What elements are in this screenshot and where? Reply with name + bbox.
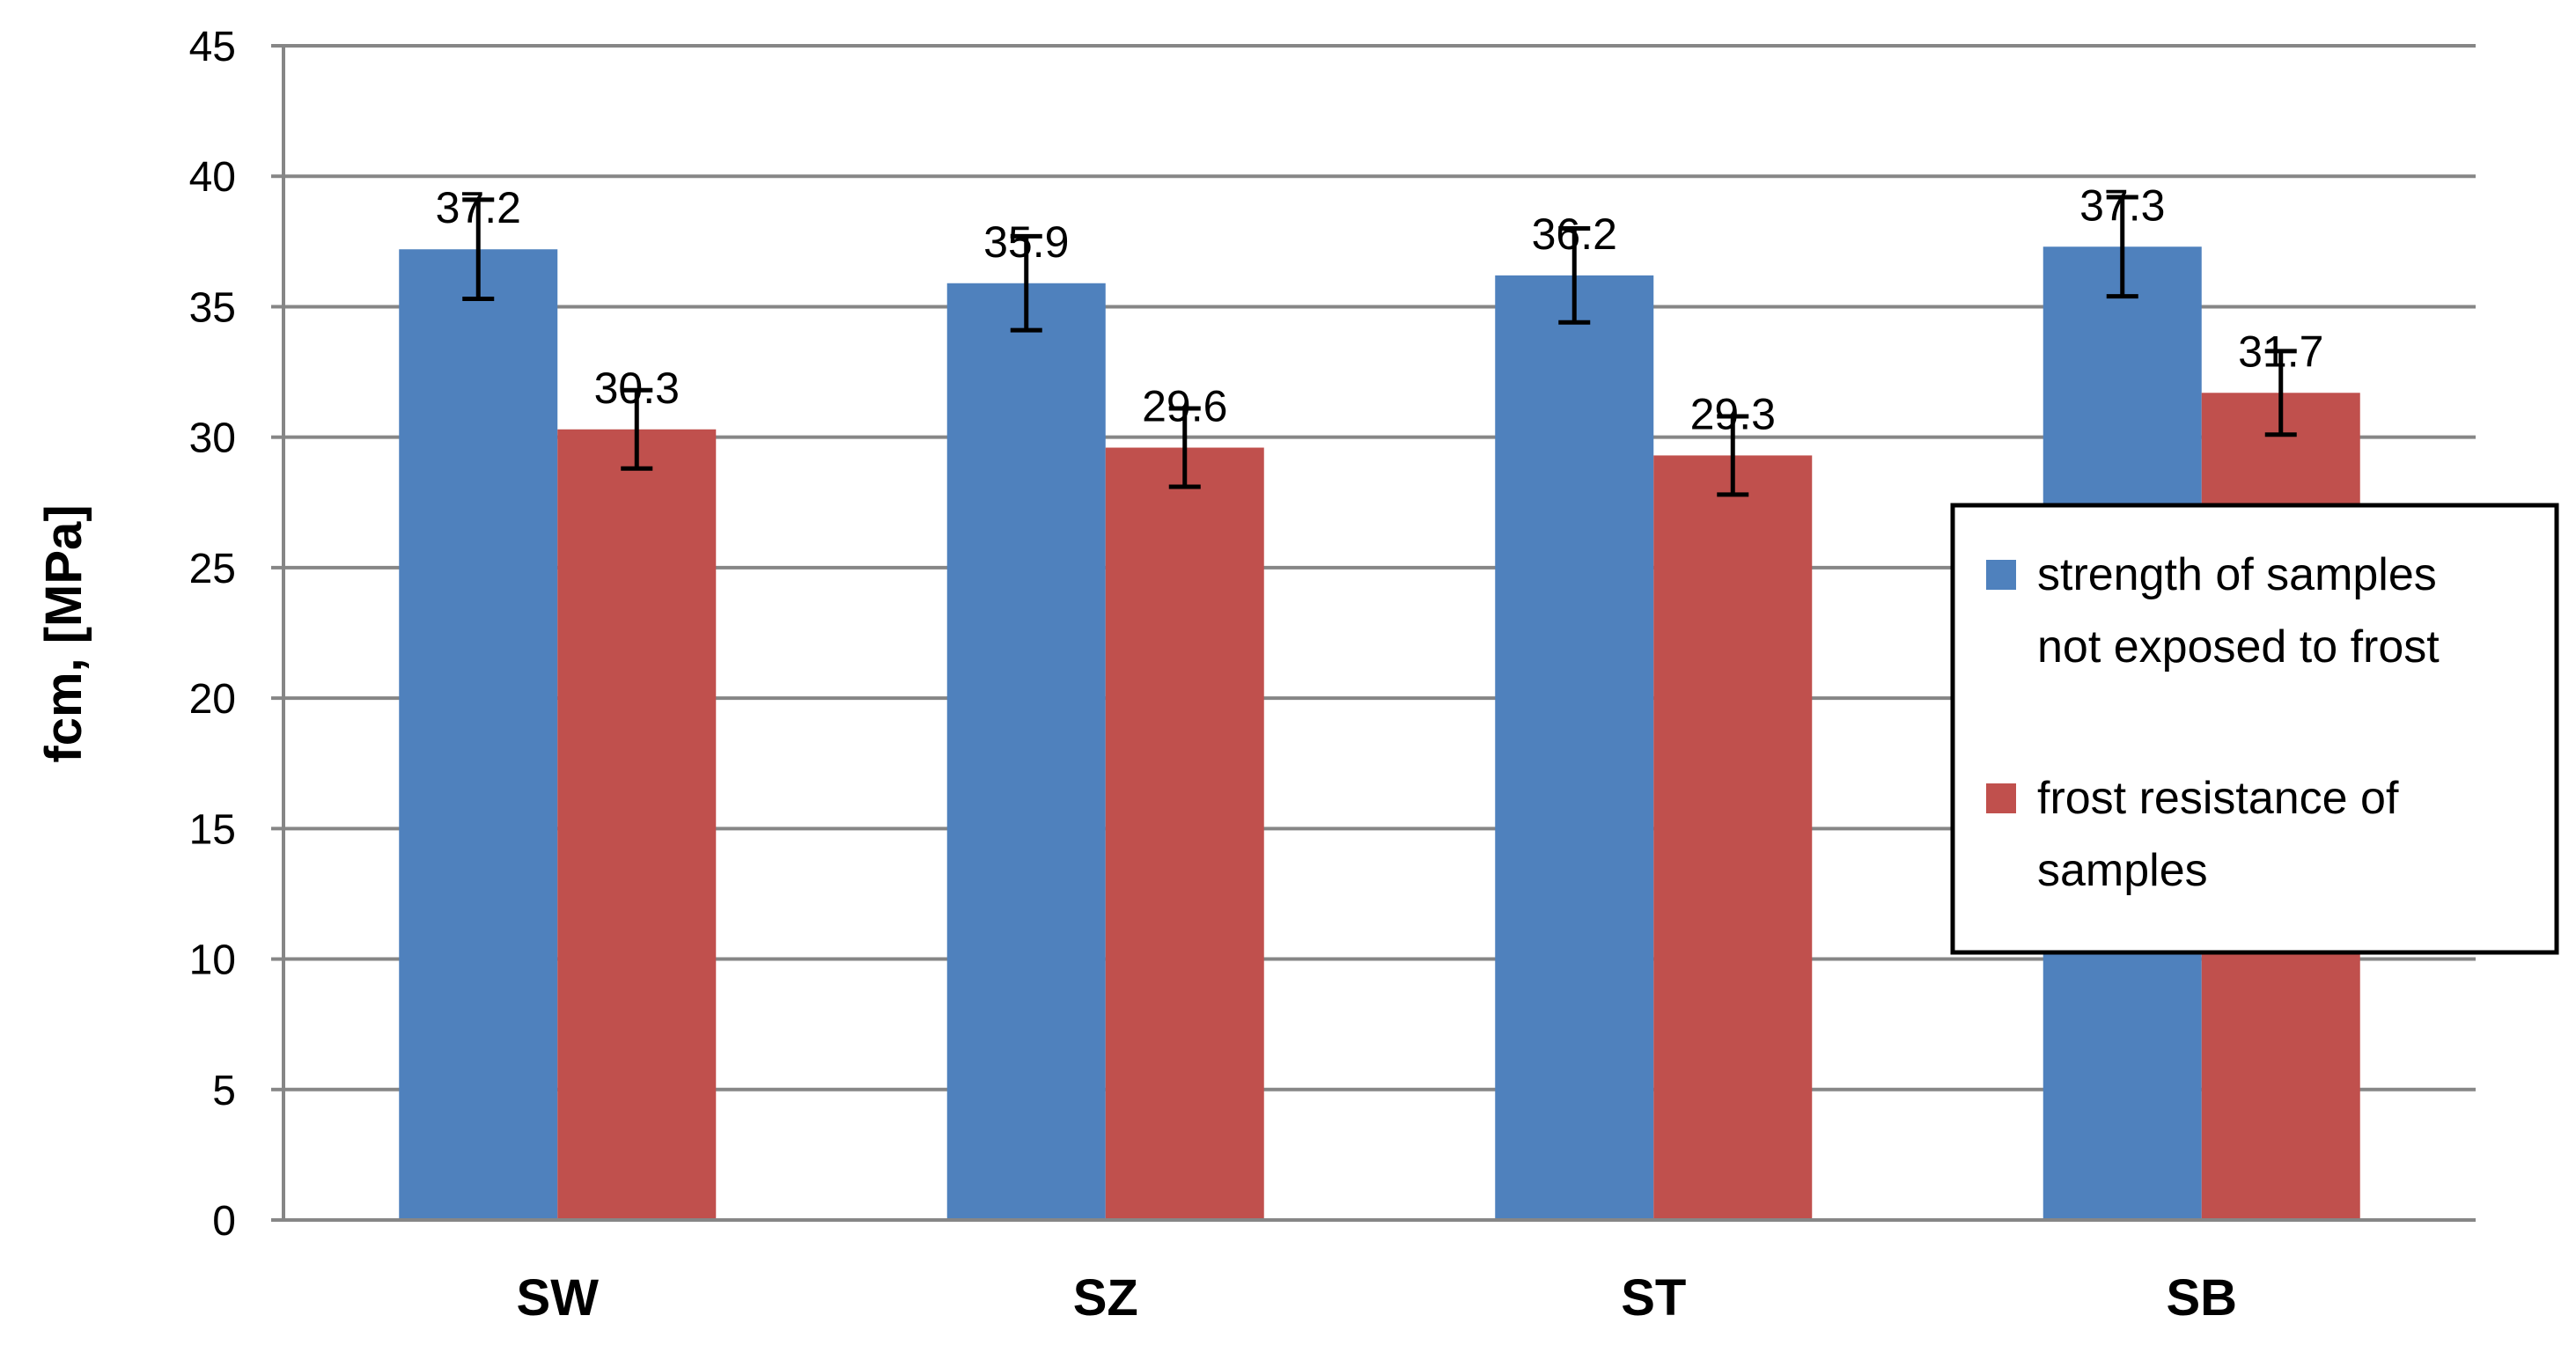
error-bars [462,195,2297,497]
y-axis-tick-labels: 0 5 10 15 20 25 30 35 40 45 [189,24,236,1245]
bar [399,249,558,1220]
data-label: 36.2 [1532,209,1617,259]
legend-swatch [1986,783,2016,813]
data-label: 35.9 [983,217,1069,267]
data-label: 31.7 [2238,327,2323,376]
y-tick-label: 10 [189,937,236,984]
y-tick-label: 0 [212,1198,236,1245]
legend-label: not exposed to frost [2037,621,2440,672]
bar [1105,447,1264,1221]
legend-label: frost resistance of [2037,773,2399,824]
x-category-label: SB [2166,1269,2237,1327]
legend-box [1950,503,2559,955]
y-tick-label: 45 [189,24,236,70]
y-tick-label: 15 [189,806,236,853]
y-axis-title: fcm, [MPa] [35,504,92,762]
legend-label: samples [2037,845,2208,896]
data-labels: 37.2 30.3 35.9 29.6 36.2 29.3 37.3 31.7 [436,180,2324,438]
y-tick-label: 5 [212,1068,236,1114]
data-label: 29.6 [1142,382,1227,431]
bar [557,429,717,1221]
x-axis-category-labels: SW SZ ST SB [517,1269,2238,1327]
y-tick-label: 20 [189,676,236,723]
bar [1495,275,1654,1221]
data-label: 30.3 [594,364,680,413]
x-category-label: ST [1621,1269,1686,1327]
x-category-label: SZ [1073,1269,1138,1327]
y-tick-label: 35 [189,284,236,331]
bar [946,283,1106,1221]
y-tick-label: 40 [189,154,236,201]
data-label: 37.2 [436,183,521,232]
bar [1653,455,1813,1220]
data-label: 37.3 [2079,180,2165,230]
data-label: 29.3 [1690,389,1776,438]
y-tick-label: 25 [189,546,236,592]
x-category-label: SW [517,1269,600,1327]
bars [399,246,2360,1221]
legend-label: strength of samples [2037,549,2437,600]
legend: strength of samples not exposed to frost f… [1950,503,2559,955]
legend-swatch [1986,560,2016,590]
y-tick-label: 30 [189,415,236,462]
